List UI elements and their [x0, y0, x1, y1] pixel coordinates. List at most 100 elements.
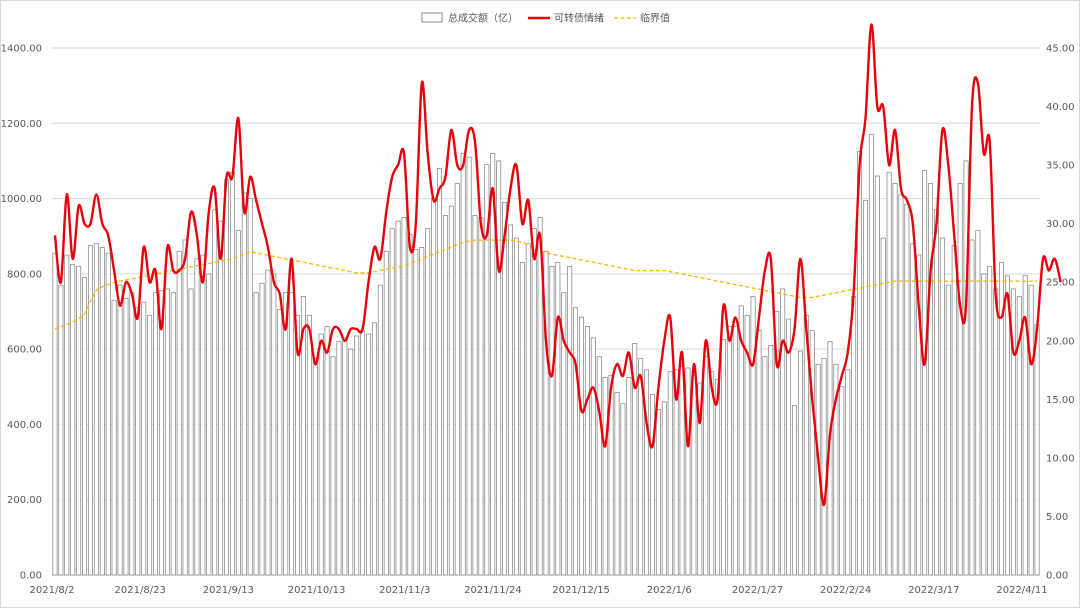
volume-bar [93, 243, 99, 576]
volume-bar [1028, 284, 1034, 576]
volume-bar [200, 254, 206, 576]
volume-bar [395, 220, 401, 576]
volume-bars [52, 134, 1040, 576]
x-axis-tick-label: 2021/8/2 [30, 585, 75, 596]
volume-bar [502, 201, 508, 576]
x-axis-tick-label: 2022/1/6 [647, 585, 692, 596]
volume-bar [939, 237, 945, 576]
volume-bar [756, 329, 762, 576]
volume-bar [839, 386, 845, 576]
volume-bar [786, 318, 792, 576]
volume-bar [614, 392, 620, 576]
legend-label: 可转债情绪 [554, 12, 604, 25]
legend-label: 总成交额（亿） [448, 12, 518, 25]
volume-bar [898, 194, 904, 576]
volume-bar [874, 175, 880, 576]
volume-bar [135, 307, 141, 576]
volume-bar [58, 284, 64, 576]
volume-bar [377, 284, 383, 576]
volume-bar [945, 284, 951, 576]
volume-bar [851, 296, 857, 576]
volume-bar [963, 160, 969, 576]
volume-bar [928, 183, 934, 576]
volume-bar [762, 356, 768, 576]
volume-bar [679, 365, 685, 576]
left-axis-tick-label: 200.00 [7, 495, 42, 506]
volume-bar [608, 375, 614, 576]
volume-bar [64, 254, 70, 576]
volume-bar [158, 290, 164, 576]
volume-bar [880, 237, 886, 576]
volume-bar [437, 168, 442, 576]
volume-bar [283, 292, 289, 576]
volume-bar [797, 350, 803, 576]
volume-bar [360, 329, 366, 576]
volume-bar [366, 333, 371, 576]
right-axis-tick-label: 30.00 [1046, 219, 1075, 230]
volume-bar [241, 192, 247, 576]
volume-bar [407, 233, 413, 576]
volume-bar [425, 228, 431, 576]
volume-bar [590, 337, 596, 576]
right-axis-tick-label: 10.00 [1046, 453, 1075, 464]
right-axis-tick-label: 5.00 [1046, 512, 1068, 523]
volume-bar [105, 252, 111, 576]
left-axis-tick-label: 0.00 [20, 571, 42, 582]
volume-bar [531, 228, 537, 576]
volume-bar [1010, 288, 1016, 576]
volume-bar [833, 363, 839, 576]
volume-bar [857, 151, 863, 576]
volume-bar [224, 179, 230, 576]
volume-bar [549, 265, 555, 576]
volume-bar [265, 269, 271, 576]
volume-bar [691, 375, 697, 576]
legend: 总成交额（亿） 可转债情绪 临界值 [421, 12, 670, 25]
left-axis-tick-label: 800.00 [7, 269, 42, 280]
volume-bar [170, 292, 176, 576]
right-axis-tick-label: 0.00 [1046, 571, 1068, 582]
sentiment-line [53, 23, 1062, 506]
volume-bar [129, 292, 135, 576]
volume-bar [933, 209, 939, 576]
volume-bar [555, 262, 561, 576]
volume-bar [460, 153, 466, 576]
volume-bar [667, 371, 673, 576]
volume-bar [644, 369, 650, 576]
volume-bar [212, 209, 218, 576]
volume-bar [419, 247, 425, 576]
volume-bar [448, 205, 454, 576]
x-axis-tick-label: 2021/9/13 [203, 585, 254, 596]
right-axis-tick-label: 45.00 [1046, 44, 1075, 55]
volume-bar [726, 326, 732, 576]
right-axis-tick-label: 15.00 [1046, 395, 1075, 406]
x-axis-tick-label: 2022/2/24 [820, 585, 871, 596]
right-axis-tick-label: 35.00 [1046, 161, 1075, 172]
volume-bar [99, 247, 105, 576]
volume-bar [750, 296, 756, 576]
x-axis-tick-label: 2021/8/23 [115, 585, 166, 596]
volume-bar [791, 405, 797, 576]
volume-bar [295, 314, 301, 576]
volume-bar [454, 183, 460, 576]
x-axis-tick-label: 2021/11/3 [379, 585, 430, 596]
right-axis-tick-label: 40.00 [1046, 102, 1075, 113]
volume-bar [780, 288, 786, 576]
volume-bar [916, 254, 922, 576]
volume-bar [584, 326, 590, 576]
volume-bar [147, 314, 153, 576]
volume-bar [188, 288, 194, 576]
volume-bar [1004, 275, 1010, 576]
volume-bar [738, 305, 744, 576]
volume-bar [87, 245, 93, 576]
volume-bar [715, 378, 721, 576]
volume-bar [111, 299, 117, 576]
volume-bar [579, 316, 584, 576]
volume-bar [300, 296, 306, 576]
x-axis-tick-label: 2022/4/11 [996, 585, 1047, 596]
volume-bar [981, 273, 987, 576]
volume-bar [235, 230, 241, 576]
series-lines [53, 23, 1062, 506]
volume-bar [721, 339, 726, 576]
volume-bar [703, 356, 709, 576]
